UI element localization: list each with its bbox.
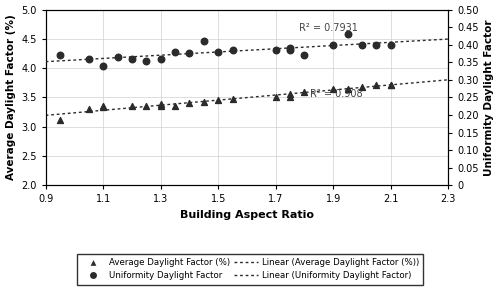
Linear (Uniformity Daylight Factor) <box>445 37 451 41</box>
Uniformity Daylight Factor <box>386 42 394 47</box>
Average Daylight Factor (%) <box>386 82 394 87</box>
Average Daylight Factor (%) <box>386 82 394 87</box>
Linear (Uniformity Daylight Factor) <box>44 60 50 63</box>
Legend: Average Daylight Factor (%), Uniformity Daylight Factor, Linear (Average Dayligh: Average Daylight Factor (%), Uniformity … <box>77 254 423 285</box>
Uniformity Daylight Factor <box>344 32 351 36</box>
Uniformity Daylight Factor <box>372 42 380 47</box>
Average Daylight Factor (%) <box>99 105 107 110</box>
Average Daylight Factor (%) <box>156 102 164 107</box>
Uniformity Daylight Factor <box>114 55 122 59</box>
Text: R² = 0.908: R² = 0.908 <box>310 89 363 99</box>
Uniformity Daylight Factor <box>286 48 294 52</box>
Line: Linear (Average Daylight Factor (%)): Linear (Average Daylight Factor (%)) <box>46 80 448 115</box>
Average Daylight Factor (%) <box>99 104 107 108</box>
Average Daylight Factor (%) <box>214 98 222 103</box>
Linear (Average Daylight Factor (%)) <box>42 114 48 117</box>
Average Daylight Factor (%) <box>128 104 136 108</box>
Uniformity Daylight Factor <box>300 53 308 58</box>
Linear (Average Daylight Factor (%)) <box>382 84 388 87</box>
Y-axis label: Uniformity Daylight Factor: Uniformity Daylight Factor <box>484 19 494 176</box>
Average Daylight Factor (%) <box>329 86 337 91</box>
Average Daylight Factor (%) <box>200 100 208 104</box>
Uniformity Daylight Factor <box>142 58 150 63</box>
Linear (Uniformity Daylight Factor) <box>382 41 388 44</box>
Y-axis label: Average Daylight Factor (%): Average Daylight Factor (%) <box>6 14 16 180</box>
Uniformity Daylight Factor <box>171 49 179 54</box>
Linear (Average Daylight Factor (%)) <box>282 92 288 96</box>
Average Daylight Factor (%) <box>300 89 308 94</box>
Linear (Average Daylight Factor (%)) <box>408 81 414 85</box>
Uniformity Daylight Factor <box>214 49 222 54</box>
Average Daylight Factor (%) <box>56 117 64 122</box>
Uniformity Daylight Factor <box>186 51 194 56</box>
Linear (Average Daylight Factor (%)) <box>289 92 295 95</box>
Linear (Uniformity Daylight Factor) <box>281 47 287 50</box>
X-axis label: Building Aspect Ratio: Building Aspect Ratio <box>180 210 314 220</box>
Uniformity Daylight Factor <box>156 56 164 61</box>
Text: R² = 0.7931: R² = 0.7931 <box>298 23 358 33</box>
Average Daylight Factor (%) <box>85 107 93 112</box>
Line: Linear (Uniformity Daylight Factor): Linear (Uniformity Daylight Factor) <box>46 39 448 62</box>
Linear (Uniformity Daylight Factor) <box>408 39 414 43</box>
Average Daylight Factor (%) <box>228 96 236 101</box>
Average Daylight Factor (%) <box>142 104 150 108</box>
Linear (Average Daylight Factor (%)) <box>44 114 50 117</box>
Average Daylight Factor (%) <box>156 104 164 108</box>
Uniformity Daylight Factor <box>272 48 280 52</box>
Average Daylight Factor (%) <box>186 101 194 105</box>
Average Daylight Factor (%) <box>358 85 366 89</box>
Linear (Average Daylight Factor (%)) <box>445 78 451 81</box>
Average Daylight Factor (%) <box>272 95 280 100</box>
Uniformity Daylight Factor <box>200 39 208 44</box>
Uniformity Daylight Factor <box>128 56 136 61</box>
Average Daylight Factor (%) <box>372 82 380 87</box>
Uniformity Daylight Factor <box>329 42 337 47</box>
Uniformity Daylight Factor <box>85 56 93 61</box>
Average Daylight Factor (%) <box>344 86 351 91</box>
Average Daylight Factor (%) <box>286 92 294 97</box>
Linear (Uniformity Daylight Factor) <box>289 46 295 49</box>
Linear (Uniformity Daylight Factor) <box>282 47 288 50</box>
Uniformity Daylight Factor <box>286 46 294 51</box>
Uniformity Daylight Factor <box>228 48 236 52</box>
Uniformity Daylight Factor <box>99 64 107 68</box>
Uniformity Daylight Factor <box>358 42 366 47</box>
Linear (Average Daylight Factor (%)) <box>281 92 287 96</box>
Uniformity Daylight Factor <box>56 53 64 58</box>
Linear (Uniformity Daylight Factor) <box>42 60 48 63</box>
Average Daylight Factor (%) <box>286 95 294 100</box>
Average Daylight Factor (%) <box>171 104 179 108</box>
